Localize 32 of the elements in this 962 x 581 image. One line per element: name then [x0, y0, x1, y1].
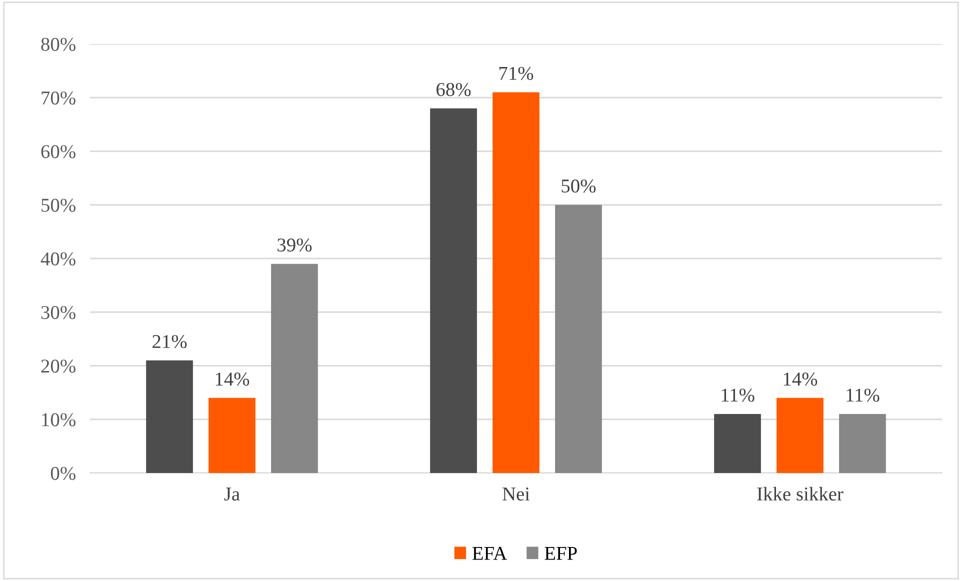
data-label: 11% — [846, 388, 880, 402]
y-tick-label: 60% — [41, 145, 76, 158]
data-label: 68% — [436, 82, 471, 96]
legend-label: EFP — [544, 547, 577, 560]
y-tick-label: 30% — [41, 306, 76, 320]
data-label: 14% — [216, 372, 250, 386]
legend-label: EFA — [472, 546, 508, 560]
y-tick-label: 70% — [42, 91, 76, 105]
data-label: 21% — [152, 334, 187, 348]
bar — [146, 360, 193, 473]
y-tick-label: 50% — [42, 198, 76, 212]
y-tick-label: 80% — [41, 38, 76, 51]
x-tick-label: Nei — [502, 488, 530, 501]
data-label: 14% — [784, 372, 818, 386]
data-label: 50% — [562, 179, 596, 193]
y-tick-label: 20% — [41, 360, 76, 373]
bar — [271, 264, 318, 473]
y-tick-label: 40% — [40, 252, 76, 266]
bar — [430, 108, 477, 473]
bar — [714, 414, 761, 473]
bar — [839, 414, 886, 473]
y-tick-label: 0% — [50, 466, 76, 480]
y-tick-label: 10% — [42, 413, 76, 426]
x-tick-label: Ja — [224, 488, 240, 501]
data-label: 71% — [499, 66, 534, 80]
data-label: 11% — [722, 388, 754, 402]
data-label: 39% — [278, 238, 312, 252]
bar — [555, 204, 602, 473]
bar — [776, 398, 824, 473]
bar — [208, 398, 256, 473]
x-tick-label: Ikke sikker — [757, 486, 844, 501]
bar — [492, 92, 540, 473]
